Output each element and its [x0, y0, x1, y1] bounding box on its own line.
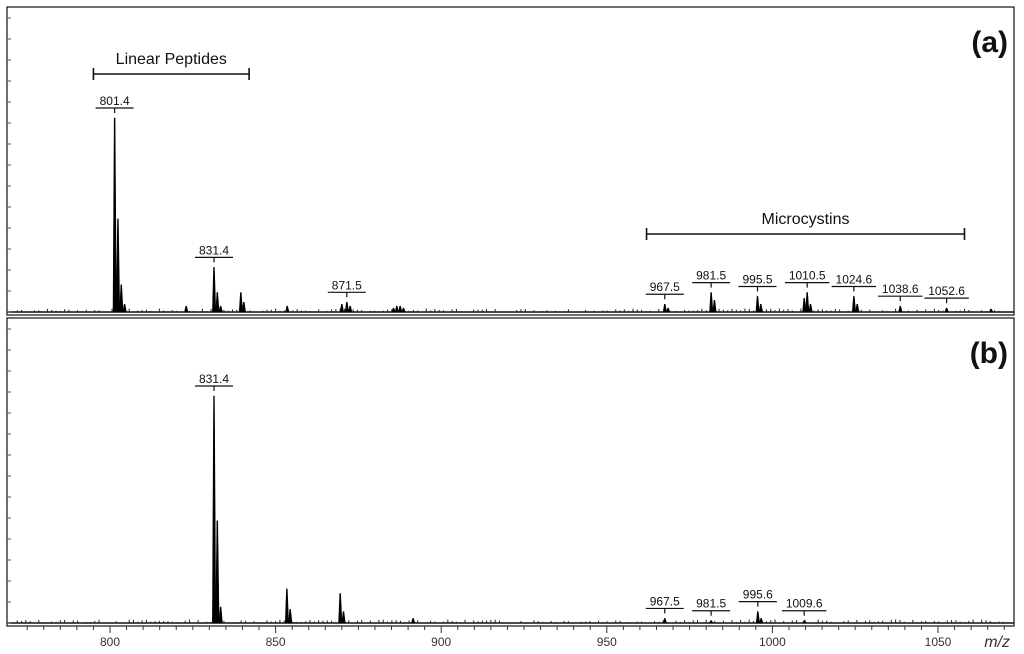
- peak-label: 871.5: [332, 278, 362, 292]
- peak-label: 995.6: [743, 588, 773, 602]
- spectrum-peak: [808, 303, 813, 313]
- spectrum-peak: [116, 218, 121, 313]
- panel-b-peak-labels: 831.4 967.5 981.5 995.6 1009.6: [194, 372, 827, 616]
- spectrum-peak: [755, 296, 760, 313]
- panel-a-frame: [6, 6, 1015, 316]
- spectrum-peak: [401, 307, 406, 313]
- spectrum-peak: [241, 302, 246, 313]
- panel-b: 831.4 967.5 981.5 995.6 1009.6 (b): [6, 317, 1015, 627]
- spectrum-peak: [802, 298, 807, 313]
- x-axis-title: m/z: [984, 634, 1010, 651]
- spectrum-peak: [709, 620, 714, 624]
- spectrum-peak: [119, 284, 124, 313]
- spectrum-peak: [988, 308, 994, 313]
- peak-label: 967.5: [650, 280, 680, 294]
- x-tick-label: 850: [266, 635, 286, 649]
- group-label: Linear Peptides: [116, 51, 227, 68]
- spectrum-peak: [802, 620, 807, 624]
- peak-label: 831.4: [199, 372, 229, 386]
- spectrum-peak: [112, 117, 117, 313]
- spectrum-peak: [662, 618, 667, 624]
- panel-a-y-ticks: [7, 17, 11, 313]
- peak-label: 1009.6: [786, 597, 823, 611]
- spectrum-peak: [218, 606, 223, 624]
- spectrum-peak: [284, 588, 289, 624]
- spectrum-peak: [288, 609, 293, 624]
- x-tick-label: 900: [431, 635, 451, 649]
- spectrum-peak: [851, 296, 857, 313]
- spectrum-peak: [338, 593, 343, 624]
- group-label: Microcystins: [762, 211, 850, 228]
- spectrum-peak: [394, 305, 399, 313]
- spectrum-peak: [348, 305, 353, 313]
- peak-label: 967.5: [650, 594, 680, 608]
- spectrum-peak: [758, 303, 763, 313]
- spectrum-peak: [238, 292, 243, 313]
- spectrum-peak: [285, 305, 290, 313]
- panel-a-peak-labels: 801.4 831.4 871.5 967.5 981.5 995.5 1010.5 1024…: [95, 94, 969, 304]
- x-tick-label: 800: [100, 635, 120, 649]
- peak-label: 1052.6: [928, 284, 965, 298]
- panel-b-label: (b): [970, 337, 1008, 370]
- spectrum-peak: [709, 292, 714, 313]
- spectrum-peak: [759, 618, 764, 624]
- panel-a-peaks: [16, 117, 1004, 313]
- panel-a-group-annotations: Linear Peptides Microcystins: [92, 51, 966, 240]
- spectrum-peak: [215, 292, 220, 313]
- panel-b-frame: [6, 317, 1015, 627]
- spectrum-peak: [712, 300, 717, 313]
- spectrum-peak: [344, 302, 349, 313]
- spectrum-peak: [122, 303, 127, 313]
- panel-a-label: (a): [971, 26, 1008, 59]
- peak-label: 831.4: [199, 243, 229, 257]
- spectrum-peak: [755, 611, 760, 624]
- panel-b-peaks: [16, 395, 1004, 624]
- spectrum-peak: [391, 307, 396, 313]
- peak-label: 995.5: [742, 272, 772, 286]
- panel-a: 801.4 831.4 871.5 967.5 981.5 995.5 1010.5 1024…: [6, 6, 1015, 316]
- spectrum-peak: [215, 520, 220, 624]
- spectrum-peak: [411, 618, 416, 624]
- spectrum-peak: [212, 267, 217, 313]
- peak-label: 1038.6: [882, 282, 919, 296]
- spectrum-peak: [212, 395, 217, 624]
- peak-label: 1010.5: [789, 269, 826, 283]
- x-axis: 800 850 900 950 1000 1050: [26, 626, 1005, 649]
- spectrum-peak: [944, 307, 949, 313]
- panel-b-y-ticks: [7, 328, 11, 624]
- spectrum-peak: [855, 303, 860, 313]
- spectrum-peak: [184, 305, 189, 313]
- spectrum-peak: [805, 292, 810, 313]
- spectrum-peak: [666, 307, 671, 313]
- peak-label: 1024.6: [836, 272, 873, 286]
- spectrum-peak: [398, 305, 403, 313]
- x-tick-label: 1000: [759, 635, 786, 649]
- peak-label: 981.5: [696, 269, 726, 283]
- peak-label: 801.4: [100, 94, 130, 108]
- peak-label: 981.5: [696, 597, 726, 611]
- spectrum-peak: [898, 305, 903, 313]
- x-tick-label: 950: [597, 635, 617, 649]
- spectrum-peak: [662, 303, 667, 313]
- spectrum-peak: [339, 303, 344, 313]
- x-tick-label: 1050: [925, 635, 952, 649]
- spectrum-peak: [218, 305, 223, 313]
- spectrum-peak: [341, 611, 346, 624]
